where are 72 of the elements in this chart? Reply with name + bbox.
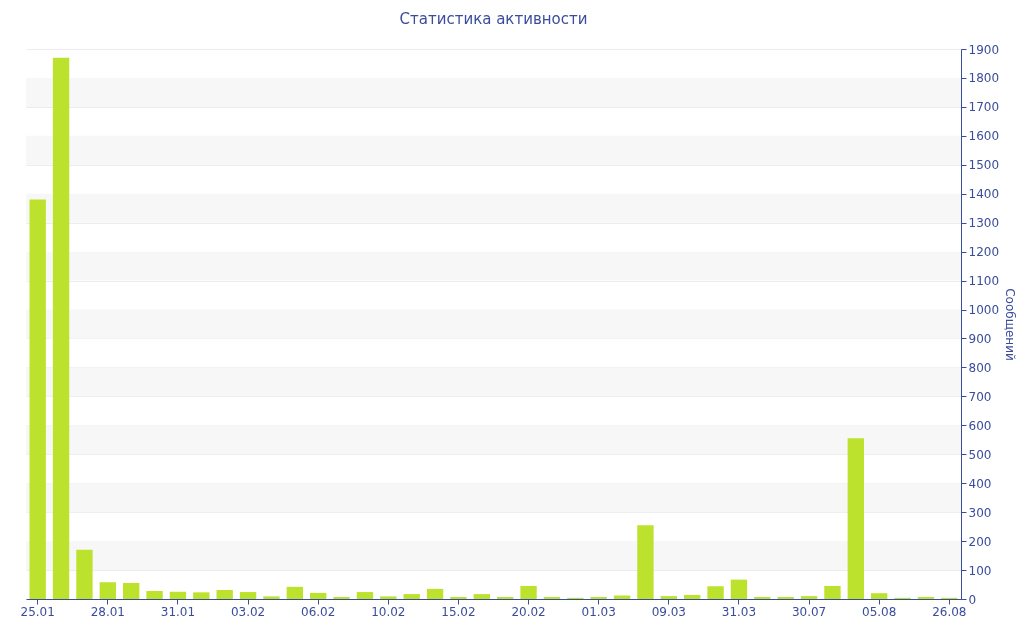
bar xyxy=(824,585,841,599)
bar xyxy=(52,57,70,599)
y-tick-label: 800 xyxy=(968,360,992,375)
x-tick-label: 06.02 xyxy=(301,604,336,619)
y-axis-title: Сообщений xyxy=(1003,288,1018,361)
bar xyxy=(660,596,677,599)
bar xyxy=(426,588,444,599)
bar xyxy=(216,590,233,599)
x-tick-label: 26.08 xyxy=(932,604,967,619)
x-tick-label: 25.01 xyxy=(20,604,55,619)
bar xyxy=(310,592,327,599)
bar xyxy=(754,596,771,599)
bar xyxy=(263,596,280,599)
bar xyxy=(777,596,794,599)
chart-title: Статистика активности xyxy=(399,10,588,28)
x-tick-label: 09.03 xyxy=(651,604,686,619)
bar xyxy=(637,525,654,599)
y-tick-label: 400 xyxy=(968,476,992,491)
bar xyxy=(286,586,303,599)
x-tick-label: 15.02 xyxy=(441,604,476,619)
bar xyxy=(520,585,537,599)
bar xyxy=(871,593,888,599)
y-tick-label: 300 xyxy=(968,505,992,520)
x-tick-label: 10.02 xyxy=(371,604,406,619)
y-tick-label: 900 xyxy=(968,331,992,346)
x-tick-label: 03.02 xyxy=(230,604,266,619)
x-tick-label: 01.03 xyxy=(581,604,616,619)
x-tick-label: 20.02 xyxy=(511,604,546,619)
y-tick-label: 1600 xyxy=(968,129,1000,144)
bar xyxy=(76,549,93,599)
y-tick-label: 1300 xyxy=(968,216,1000,231)
bar xyxy=(917,596,935,599)
bar xyxy=(800,596,818,599)
bar xyxy=(590,596,607,599)
x-tick-label: 05.08 xyxy=(862,604,897,619)
y-tick-label: 1100 xyxy=(968,274,1000,289)
bar xyxy=(239,592,257,599)
bar xyxy=(99,582,116,599)
x-tick-label: 30.07 xyxy=(791,604,827,619)
y-tick-label: 1800 xyxy=(968,71,1000,86)
x-tick-label: 31.03 xyxy=(721,604,757,619)
y-tick-label: 1000 xyxy=(968,303,1000,318)
bar xyxy=(473,594,490,599)
x-tick-label: 28.01 xyxy=(90,604,125,619)
bar xyxy=(169,591,187,599)
bar xyxy=(707,586,724,599)
bar xyxy=(193,592,210,599)
y-tick-label: 1200 xyxy=(968,245,1000,260)
y-tick-label: 1400 xyxy=(968,187,1000,202)
y-tick-label: 1500 xyxy=(968,158,1000,173)
y-tick-label: 1900 xyxy=(968,42,1000,57)
bar xyxy=(684,594,701,599)
y-tick-label: 700 xyxy=(968,389,992,404)
y-tick-label: 0 xyxy=(968,592,977,607)
bar xyxy=(29,199,46,599)
bar xyxy=(356,592,374,599)
y-tick-label: 100 xyxy=(968,563,992,578)
bar xyxy=(403,594,420,599)
y-tick-label: 1700 xyxy=(968,100,1000,115)
bar xyxy=(333,596,350,599)
bar xyxy=(450,596,467,599)
bar xyxy=(146,590,163,599)
bar xyxy=(730,579,748,599)
y-tick-label: 500 xyxy=(968,447,992,462)
y-tick-label: 600 xyxy=(968,418,992,433)
bar xyxy=(380,596,397,599)
bar xyxy=(123,583,140,599)
x-tick-label: 31.01 xyxy=(160,604,196,619)
y-tick-label: 200 xyxy=(968,534,992,549)
bar xyxy=(847,438,864,599)
bar xyxy=(543,596,561,599)
bar xyxy=(497,596,514,599)
